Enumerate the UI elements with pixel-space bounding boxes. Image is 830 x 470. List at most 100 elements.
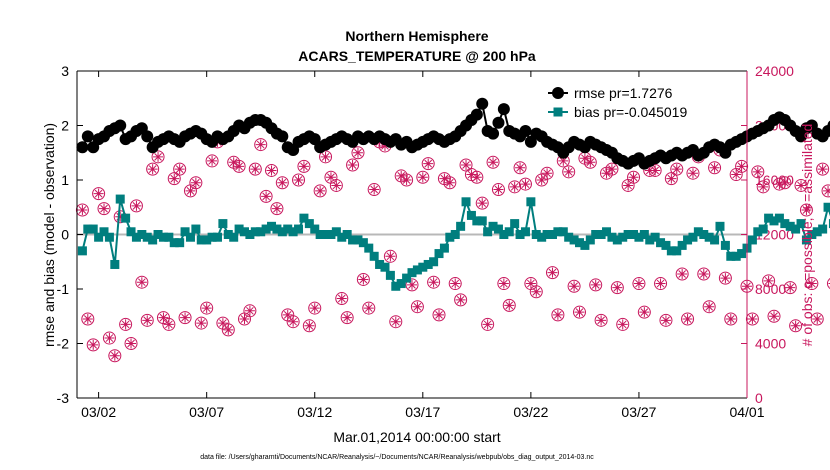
assimilated-obs-point xyxy=(396,170,407,181)
possible-obs-point xyxy=(535,173,549,187)
bias-point xyxy=(234,224,244,234)
bias-point xyxy=(801,235,811,245)
assimilated-obs-point xyxy=(471,172,482,183)
possible-obs-point xyxy=(151,150,165,164)
bias-point xyxy=(337,232,347,242)
bias-point xyxy=(294,224,304,234)
possible-obs-point xyxy=(389,315,403,329)
bias-point xyxy=(807,230,817,239)
legend-bias-label: bias pr=-0.045019 xyxy=(574,104,687,120)
assimilated-obs-point xyxy=(747,313,758,324)
possible-obs-point xyxy=(767,309,781,323)
bias-point xyxy=(488,221,498,231)
possible-obs-point xyxy=(589,278,603,292)
possible-obs-point xyxy=(416,170,430,184)
assimilated-obs-point xyxy=(412,301,423,312)
rmse-point xyxy=(76,141,89,154)
possible-obs-point xyxy=(340,311,354,325)
y-right-tick-label: 24000 xyxy=(755,63,794,79)
assimilated-obs-point xyxy=(239,313,250,324)
assimilated-obs-point xyxy=(120,319,131,330)
bias-point xyxy=(164,232,174,242)
possible-obs-point xyxy=(421,157,435,171)
assimilated-obs-point xyxy=(558,155,569,166)
bias-point xyxy=(726,251,736,261)
bias-point xyxy=(272,224,282,234)
assimilated-obs-point xyxy=(363,303,374,314)
assimilated-obs-point xyxy=(579,153,590,164)
assimilated-obs-point xyxy=(250,164,261,175)
bias-point xyxy=(785,221,795,231)
possible-obs-point xyxy=(259,189,273,203)
bias-point xyxy=(277,227,287,237)
assimilated-obs-point xyxy=(823,185,830,196)
assimilated-obs-point xyxy=(228,157,239,168)
bias-point xyxy=(499,230,509,239)
bias-point xyxy=(115,194,125,204)
possible-obs-point xyxy=(675,267,689,281)
bias-point xyxy=(396,279,406,289)
assimilated-obs-point xyxy=(709,162,720,173)
possible-obs-point xyxy=(470,170,484,184)
assimilated-obs-point xyxy=(801,204,812,215)
assimilated-obs-point xyxy=(444,177,455,188)
bias-point xyxy=(223,230,233,239)
assimilated-obs-point xyxy=(342,312,353,323)
assimilated-obs-point xyxy=(104,333,115,344)
bias-point xyxy=(780,219,790,229)
possible-obs-point xyxy=(275,176,289,190)
possible-obs-point xyxy=(432,308,446,322)
bias-point xyxy=(585,235,595,245)
assimilated-obs-point xyxy=(617,319,628,330)
y-tick-label: -2 xyxy=(57,336,70,352)
assimilated-obs-point xyxy=(763,275,774,286)
possible-obs-point xyxy=(140,313,154,327)
assimilated-obs-point xyxy=(509,181,520,192)
bias-point xyxy=(580,240,590,250)
rmse-point xyxy=(497,103,510,116)
assimilated-obs-point xyxy=(358,274,369,285)
bias-point xyxy=(472,216,482,226)
assimilated-obs-point xyxy=(498,278,509,289)
assimilated-obs-point xyxy=(752,166,763,177)
bias-point xyxy=(623,230,633,239)
possible-obs-point xyxy=(735,159,749,173)
bias-point xyxy=(321,230,331,239)
possible-obs-point xyxy=(232,159,246,173)
possible-obs-point xyxy=(616,317,630,331)
rmse-point xyxy=(276,130,289,143)
assimilated-obs-point xyxy=(720,273,731,284)
possible-obs-point xyxy=(362,301,376,315)
possible-obs-point xyxy=(178,311,192,325)
legend-rmse-label: rmse pr=1.7276 xyxy=(574,85,673,101)
assimilated-obs-point xyxy=(288,316,299,327)
assimilated-obs-point xyxy=(806,278,817,289)
bias-point xyxy=(661,240,671,250)
x-tick-label: 03/17 xyxy=(405,404,440,420)
assimilated-obs-point xyxy=(298,161,309,172)
bias-point xyxy=(493,224,503,234)
bias-point xyxy=(569,235,579,245)
possible-obs-point xyxy=(335,292,349,306)
bias-point xyxy=(596,230,606,239)
bias-point xyxy=(353,235,363,245)
assimilated-obs-point xyxy=(434,309,445,320)
assimilated-obs-point xyxy=(109,350,120,361)
possible-obs-point xyxy=(518,177,532,191)
assimilated-obs-point xyxy=(796,180,807,191)
bias-point xyxy=(639,230,649,239)
bias-point xyxy=(364,243,374,253)
assimilated-obs-point xyxy=(455,294,466,305)
rmse-point xyxy=(114,119,127,132)
possible-obs-point xyxy=(583,155,597,169)
bias-point xyxy=(537,232,547,242)
bias-point xyxy=(385,270,395,280)
y-right-tick-label: 4000 xyxy=(755,336,786,352)
y-right-tick-label: 8000 xyxy=(755,281,786,297)
possible-obs-point xyxy=(146,162,160,176)
possible-obs-point xyxy=(248,162,262,176)
assimilated-obs-point xyxy=(644,165,655,176)
possible-obs-point xyxy=(702,300,716,314)
bias-point xyxy=(331,227,341,237)
